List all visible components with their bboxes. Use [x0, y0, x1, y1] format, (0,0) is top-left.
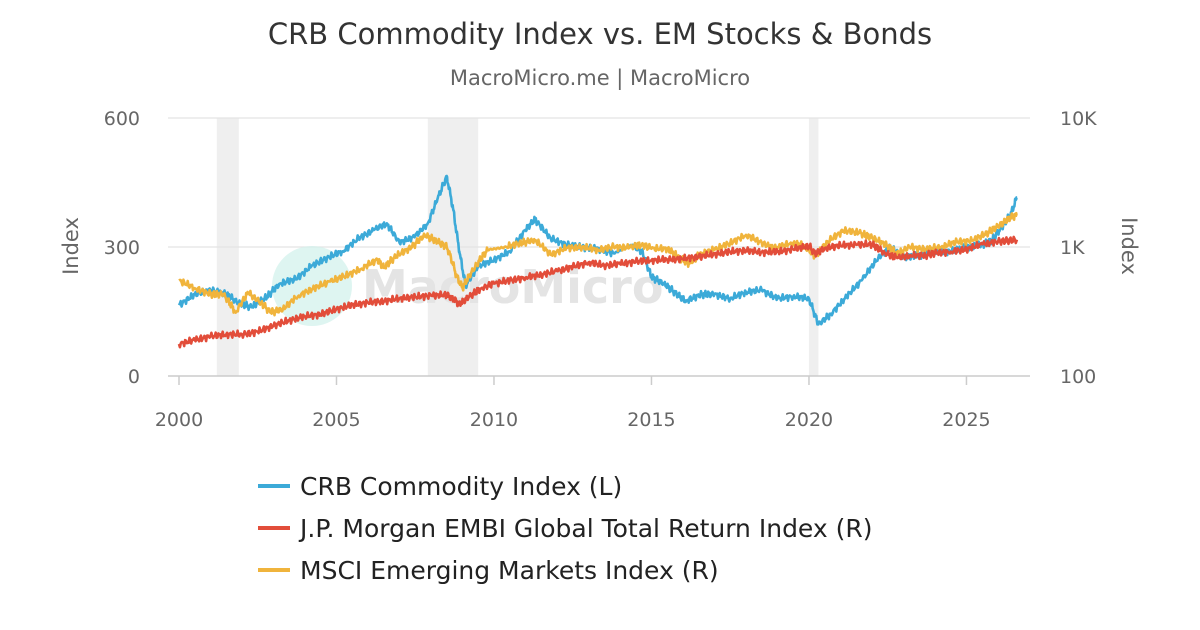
x-tick-label: 2020 [785, 409, 833, 431]
plot-area [177, 174, 1019, 349]
y-axis-right-ticks: 100 1K 10K [1060, 108, 1097, 388]
y-right-tick-label: 1K [1060, 237, 1085, 259]
x-axis-ticks: 2000 2005 2010 2015 2020 2025 [155, 376, 991, 431]
legend-label: J.P. Morgan EMBI Global Total Return Ind… [298, 514, 873, 543]
macromicro-logo-watermark: MacroMicro [272, 246, 663, 326]
y-left-tick-label: 600 [104, 108, 140, 130]
x-tick-label: 2000 [155, 409, 203, 431]
chart-title: CRB Commodity Index vs. EM Stocks & Bond… [268, 17, 932, 51]
y-left-tick-label: 0 [128, 366, 140, 388]
series-line [178, 211, 1018, 317]
x-tick-label: 2025 [942, 409, 990, 431]
legend-label: MSCI Emerging Markets Index (R) [300, 556, 719, 585]
legend-label: CRB Commodity Index (L) [300, 472, 622, 501]
y-right-tick-label: 100 [1060, 366, 1096, 388]
series-line [177, 235, 1019, 349]
y-axis-right-title: Index [1117, 217, 1141, 275]
legend: CRB Commodity Index (L) J.P. Morgan EMBI … [258, 472, 873, 585]
y-right-tick-label: 10K [1060, 108, 1097, 130]
x-tick-label: 2005 [312, 409, 360, 431]
y-axis-left-title: Index [59, 217, 83, 275]
y-left-tick-label: 300 [104, 237, 140, 259]
watermark-text: MacroMicro [362, 260, 663, 314]
x-tick-label: 2010 [470, 409, 518, 431]
x-tick-label: 2015 [627, 409, 675, 431]
y-axis-left-ticks: 0 300 600 [104, 108, 140, 388]
chart-subtitle: MacroMicro.me | MacroMicro [450, 66, 750, 91]
gridlines [168, 117, 1030, 248]
